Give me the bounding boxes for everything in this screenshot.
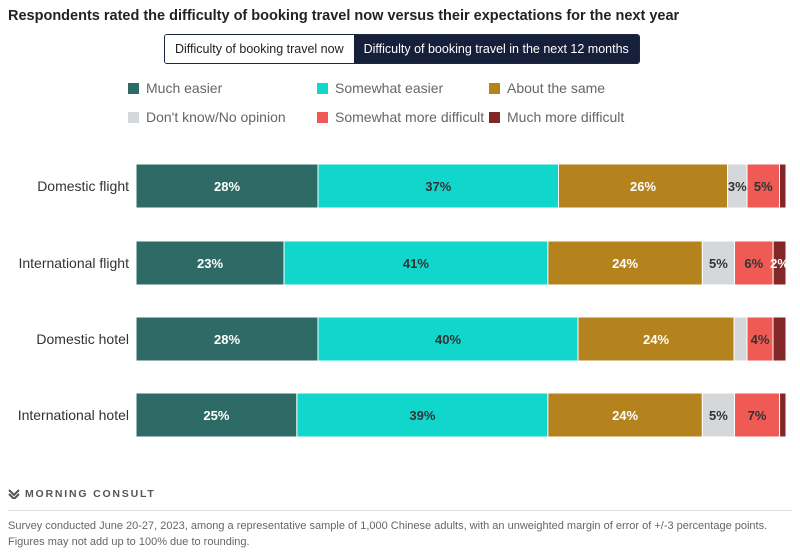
category-label: Domestic hotel (36, 331, 129, 347)
data-label: 4% (751, 332, 770, 347)
data-label: 5% (709, 256, 728, 271)
chart-title: Respondents rated the difficulty of book… (8, 8, 680, 24)
data-label: 26% (630, 179, 656, 194)
legend-swatch (317, 82, 328, 94)
bar-segment[interactable] (135, 163, 319, 209)
data-label: 28% (214, 332, 240, 347)
legend-swatch (489, 111, 500, 123)
bar-segment[interactable] (135, 392, 298, 438)
toggle-next-12-months[interactable]: Difficulty of booking travel in the next… (353, 35, 639, 63)
bar-segment[interactable] (779, 163, 787, 209)
data-label: 24% (612, 408, 638, 423)
data-label: 24% (612, 256, 638, 271)
category-label: Domestic flight (37, 178, 129, 194)
legend-label: Much more difficult (507, 109, 625, 125)
bar-segment[interactable] (734, 392, 781, 438)
data-label: 23% (197, 256, 223, 271)
bar-segment[interactable] (733, 316, 748, 362)
legend-item[interactable]: Don't know/No opinion (128, 109, 317, 125)
category-label: International hotel (18, 407, 129, 423)
bar-segment[interactable] (734, 240, 774, 286)
bar-segment[interactable] (547, 240, 703, 286)
legend-item[interactable]: Much more difficult (489, 109, 649, 125)
bar-segment[interactable] (317, 316, 579, 362)
bar-segment[interactable] (135, 240, 285, 286)
legend-label: Somewhat more difficult (335, 109, 485, 125)
data-label: 6% (744, 256, 763, 271)
data-label: 24% (643, 332, 669, 347)
morning-consult-logo: MORNING CONSULT (8, 488, 156, 500)
bar-segment[interactable] (746, 316, 774, 362)
bar-segment[interactable] (577, 316, 735, 362)
data-label: 28% (214, 179, 240, 194)
data-label: 7% (748, 408, 767, 423)
legend-item[interactable]: Somewhat easier (317, 80, 489, 96)
data-label: 41% (403, 256, 429, 271)
bar-segment[interactable] (772, 240, 787, 286)
legend-swatch (317, 111, 328, 123)
legend-item[interactable]: Much easier (128, 80, 317, 96)
bar-segment[interactable] (317, 163, 559, 209)
legend-swatch (128, 82, 139, 94)
bar-segment[interactable] (779, 392, 787, 438)
toggle-now[interactable]: Difficulty of booking travel now (165, 35, 354, 63)
bar-segment[interactable] (283, 240, 549, 286)
legend: Much easier Somewhat easier About the same… (128, 80, 649, 125)
bar-segment[interactable] (296, 392, 549, 438)
data-label: 5% (709, 408, 728, 423)
category-label: International flight (18, 255, 129, 271)
logo-text: MORNING CONSULT (25, 488, 156, 500)
data-label: 25% (203, 408, 229, 423)
bar-chart: Domestic flight 28% 37% 26% 3% 5% Internationa… (17, 163, 789, 438)
legend-label: About the same (507, 80, 606, 96)
data-label: 2% (770, 256, 789, 271)
data-label: 39% (409, 408, 435, 423)
legend-label: Don't know/No opinion (146, 109, 286, 125)
bar-segment[interactable] (135, 316, 319, 362)
bar-segment[interactable] (746, 163, 780, 209)
bar-segment[interactable] (772, 316, 787, 362)
view-toggle[interactable]: Difficulty of booking travel now Difficu… (164, 34, 640, 64)
legend-item[interactable]: About the same (489, 80, 649, 96)
footnote: Survey conducted June 20-27, 2023, among… (8, 520, 768, 548)
divider (8, 510, 792, 511)
logo-icon (8, 489, 20, 499)
bar-segment[interactable] (547, 392, 703, 438)
legend-swatch (489, 82, 500, 94)
legend-item[interactable]: Somewhat more difficult (317, 109, 489, 125)
legend-label: Somewhat easier (335, 80, 444, 96)
legend-label: Much easier (146, 80, 223, 96)
legend-swatch (128, 111, 139, 123)
data-label: 37% (425, 179, 451, 194)
data-label: 3% (728, 179, 747, 194)
data-label: 5% (754, 179, 773, 194)
data-label: 40% (435, 332, 461, 347)
